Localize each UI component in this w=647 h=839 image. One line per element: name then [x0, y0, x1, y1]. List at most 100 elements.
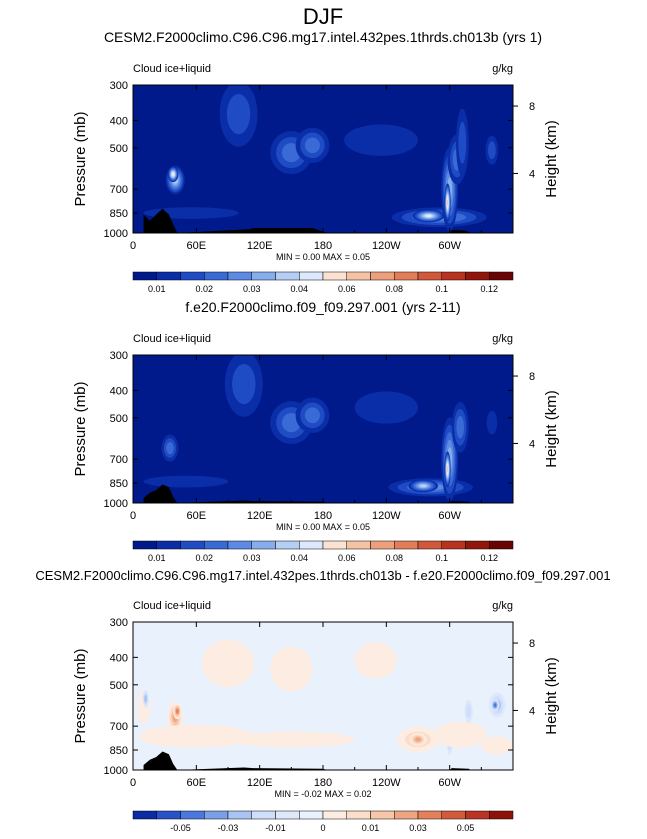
colorbar-label: 0.1	[435, 553, 448, 563]
y-tick-label: 1000	[104, 498, 128, 510]
colorbar-swatch	[227, 540, 252, 550]
x-tick-label: 60E	[187, 240, 207, 252]
y2-axis-label: Height (km)	[543, 390, 560, 468]
terrain-mask	[143, 208, 471, 233]
contour-feature	[447, 199, 449, 206]
colorbar-swatch	[180, 271, 205, 281]
field-background	[133, 622, 513, 770]
colorbar-swatch	[251, 810, 276, 820]
colorbar-label: 0.01	[362, 823, 380, 833]
colorbar-label: 0.04	[290, 284, 308, 294]
colorbar-swatch	[299, 540, 324, 550]
colorbar-swatch	[394, 810, 419, 820]
units-label: g/kg	[492, 600, 513, 612]
colorbar-swatch	[251, 540, 276, 550]
x-tick-label: 180	[314, 240, 332, 252]
colorbar-swatch	[227, 271, 252, 281]
contour-feature	[486, 410, 498, 435]
contour-feature	[419, 484, 427, 488]
contour-feature	[270, 646, 313, 692]
y-tick-label: 700	[110, 184, 128, 196]
x-tick-label: 120W	[372, 240, 401, 252]
colorbar-label: 0.02	[195, 284, 213, 294]
contour-feature	[226, 93, 251, 135]
colorbar-swatch	[132, 540, 157, 550]
colorbar-swatch	[346, 271, 371, 281]
contour-feature	[354, 642, 397, 679]
colorbar-label: 0.05	[457, 823, 475, 833]
colorbar-swatch	[322, 810, 347, 820]
colorbar-label: 0.1	[435, 284, 448, 294]
y2-tick-label: 8	[529, 371, 535, 383]
x-tick-label: 60W	[438, 777, 461, 789]
y-tick-label: 700	[110, 454, 128, 466]
contour-field	[133, 355, 513, 503]
y-tick-label: 300	[110, 350, 128, 362]
colorbar-swatch	[132, 810, 157, 820]
colorbar-swatch	[417, 271, 442, 281]
contour-feature	[415, 737, 421, 742]
colorbar-swatch	[275, 540, 300, 550]
chart-panel-2: f.e20.F2000climo.f09_f09.297.001 (yrs 2-…	[72, 299, 560, 563]
x-tick-label: 0	[130, 777, 136, 789]
colorbar-swatch	[394, 540, 419, 550]
contour-feature	[304, 137, 320, 154]
colorbar-swatch	[204, 271, 229, 281]
y-tick-label: 400	[110, 115, 128, 127]
y-tick-label: 500	[110, 413, 128, 425]
colorbar-label: 0	[320, 823, 325, 833]
colorbar: -0.05 -0.03 -0.01 0 0.01 0.03 0.05	[132, 810, 514, 833]
contour-feature	[138, 724, 255, 748]
variable-label: Cloud ice+liquid	[133, 333, 211, 345]
colorbar-swatch	[299, 271, 324, 281]
y2-tick-label: 4	[529, 438, 535, 450]
y-tick-label: 850	[110, 208, 128, 220]
contour-feature	[143, 475, 228, 488]
x-tick-label: 60E	[187, 777, 207, 789]
colorbar-label: 0.03	[409, 823, 427, 833]
colorbar-swatch	[180, 810, 205, 820]
colorbar-swatch	[275, 810, 300, 820]
y-tick-label: 300	[110, 80, 128, 92]
colorbar-swatch	[156, 271, 181, 281]
x-tick-label: 0	[130, 510, 136, 522]
colorbar-label: 0.01	[148, 284, 166, 294]
y-tick-label: 850	[110, 745, 128, 757]
colorbar-swatch	[489, 540, 514, 550]
colorbar-swatch	[489, 271, 514, 281]
contour-feature	[201, 639, 255, 688]
main-title: DJF	[303, 4, 343, 29]
colorbar: 0.01 0.02 0.03 0.04 0.06 0.08 0.1 0.12	[132, 540, 514, 563]
contour-feature	[344, 124, 418, 156]
chart-panel-1: CESM2.F2000climo.C96.C96.mg17.intel.432p…	[72, 29, 560, 294]
contour-feature	[458, 121, 467, 164]
y-axis-label: Pressure (mb)	[72, 111, 89, 206]
contour-feature	[447, 466, 449, 473]
x-tick-label: 120W	[372, 510, 401, 522]
colorbar-swatch	[204, 540, 229, 550]
x-tick-label: 60W	[438, 510, 461, 522]
colorbar-label: 0.01	[148, 553, 166, 563]
contour-feature	[481, 736, 513, 755]
colorbar-swatch	[465, 271, 490, 281]
y-axis-label: Pressure (mb)	[72, 648, 89, 743]
colorbar-label: 0.12	[480, 553, 498, 563]
y-tick-label: 850	[110, 478, 128, 490]
colorbar-label: -0.05	[170, 823, 191, 833]
colorbar: 0.01 0.02 0.03 0.04 0.06 0.08 0.1 0.12	[132, 271, 514, 294]
colorbar-label: 0.03	[243, 553, 261, 563]
y-axis-label: Pressure (mb)	[72, 381, 89, 476]
colorbar-swatch	[251, 271, 276, 281]
colorbar-label: 0.12	[480, 284, 498, 294]
colorbar-swatch	[132, 271, 157, 281]
contour-feature	[304, 407, 320, 424]
colorbar-swatch	[441, 810, 466, 820]
colorbar-swatch	[299, 810, 324, 820]
y-tick-label: 500	[110, 143, 128, 155]
y2-axis-label: Height (km)	[543, 657, 560, 735]
units-label: g/kg	[492, 63, 513, 75]
colorbar-swatch	[417, 540, 442, 550]
stats-label: MIN = 0.00 MAX = 0.05	[276, 252, 370, 262]
contour-field	[133, 85, 513, 233]
